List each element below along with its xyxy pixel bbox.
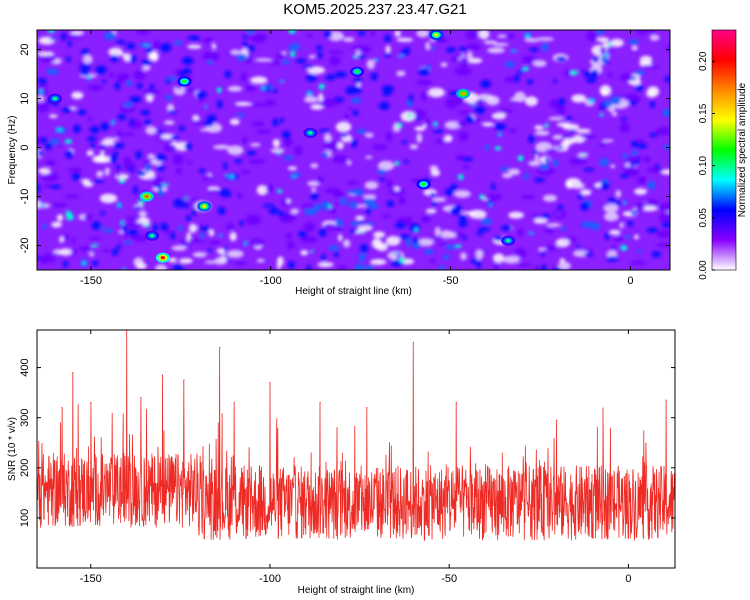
heatmap-xlabel: Height of straight line (km) <box>295 286 412 297</box>
figure-title: KOM5.2025.237.23.47.G21 <box>283 1 467 18</box>
snr-peak-point <box>183 379 185 381</box>
heatmap-ylabel: Frequency (Hz) <box>7 116 18 185</box>
hotspot-5-core <box>434 33 439 37</box>
snr-ytick-label: 300 <box>19 409 31 427</box>
heatmap-ytick-label: 10 <box>19 92 31 104</box>
snr-peak-point <box>412 341 414 344</box>
snr-ylabel: SNR (10 * v/v) <box>7 417 18 481</box>
hotspot-7-core <box>354 70 360 74</box>
snr-xtick-label: -100 <box>259 573 281 585</box>
snr-frame <box>36 329 676 569</box>
snr-peak-point <box>455 402 457 404</box>
snr-xtick-label: 0 <box>625 573 631 585</box>
snr-ytick-label: 100 <box>19 509 31 527</box>
heatmap-ytick-label: -20 <box>19 238 31 254</box>
colorbar-tick-label: 0.00 <box>698 260 709 280</box>
colorbar-tick-label: 0.15 <box>698 103 709 123</box>
heatmap-frame <box>36 29 671 271</box>
hotspot-0-core <box>144 194 149 199</box>
colorbar-tick-label: 0.10 <box>698 155 709 175</box>
snr-peak-point <box>161 374 164 376</box>
snr-peak-point <box>556 419 558 421</box>
colorbar-tick-label: 0.05 <box>698 208 709 228</box>
hotspot-11-core <box>505 239 511 243</box>
colorbar <box>711 29 737 271</box>
hotspot-4-core <box>460 92 466 96</box>
snr-series-line <box>37 330 675 541</box>
snr-peak-point <box>319 402 321 404</box>
hotspot-1-core <box>160 256 166 260</box>
heatmap-xtick-label: -100 <box>260 275 282 287</box>
hotspot-8-core <box>308 131 313 135</box>
snr-peak-point <box>72 371 74 374</box>
snr-ytick-label: 400 <box>19 358 31 376</box>
hotspot-6-core <box>421 182 426 186</box>
hotspot-9-core <box>52 96 58 101</box>
hotspot-2-core <box>202 204 207 208</box>
snr-peak-point <box>269 382 271 384</box>
heatmap-xtick-label: -150 <box>80 275 102 287</box>
heatmap-hotspots <box>47 30 516 263</box>
snr-peak-point <box>90 402 92 404</box>
heatmap-ytick-label: -10 <box>19 189 31 205</box>
snr-peak-point <box>366 407 368 409</box>
colorbar-label: Normalized spectral amplitude <box>737 82 748 217</box>
hotspot-3-core <box>182 79 187 84</box>
hotspot-10-core <box>149 234 155 238</box>
snr-xtick-label: -150 <box>80 573 102 585</box>
snr-peak-point <box>140 397 142 399</box>
heatmap-ytick-label: 20 <box>19 43 31 55</box>
snr-ytick-label: 200 <box>19 459 31 477</box>
snr-xtick-label: -50 <box>441 573 457 585</box>
snr-xlabel: Height of straight line (km) <box>298 585 415 596</box>
heatmap-xtick-label: 0 <box>627 275 633 287</box>
heatmap-texture <box>37 30 670 270</box>
heatmap-xtick-label: -50 <box>443 275 459 287</box>
snr-peak-point <box>233 402 235 404</box>
colorbar-tick-label: 0.20 <box>698 51 709 71</box>
snr-peak-point <box>219 346 221 349</box>
snr-peak-point <box>61 407 63 409</box>
snr-peak-point <box>665 399 667 401</box>
heatmap-ytick-label: 0 <box>19 144 31 150</box>
